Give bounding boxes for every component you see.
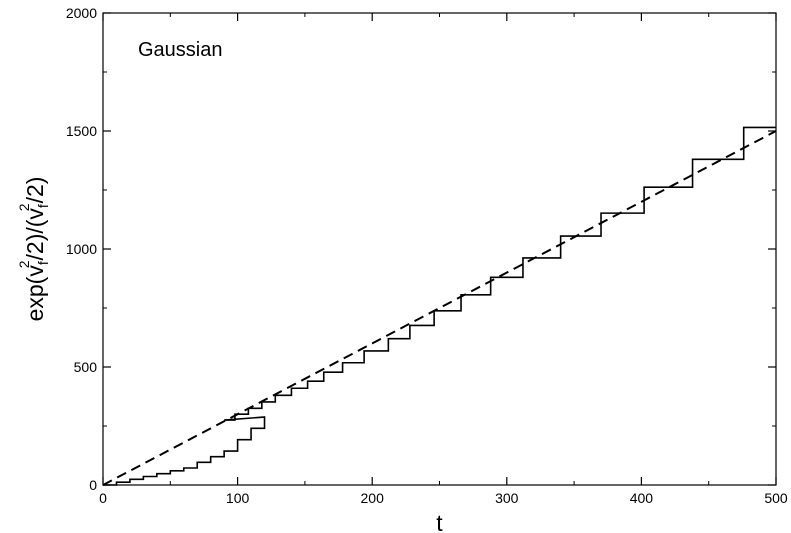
x-tick-label: 400 bbox=[630, 490, 654, 506]
axis-ticks bbox=[102, 12, 777, 486]
y-axis-title-sup1: 2 bbox=[16, 260, 32, 268]
series-line-dashed bbox=[102, 130, 777, 486]
x-tick-label: 100 bbox=[226, 490, 250, 506]
x-tick-label: 0 bbox=[99, 490, 107, 506]
y-tick-label: 1000 bbox=[66, 241, 97, 257]
x-tick-label: 500 bbox=[764, 490, 788, 506]
y-tick-label: 500 bbox=[74, 359, 98, 375]
y-axis-title-sub1: f bbox=[35, 261, 51, 265]
x-axis-title: t bbox=[436, 510, 443, 533]
y-axis-title-pre: exp(v bbox=[22, 265, 48, 322]
y-axis-title-mid: /2)/(v bbox=[22, 208, 48, 261]
y-axis-title-sup2: 2 bbox=[16, 203, 32, 211]
y-tick-label: 1500 bbox=[66, 123, 97, 139]
x-tick-label: 300 bbox=[495, 490, 519, 506]
series-group bbox=[102, 126, 777, 486]
y-axis-title-post: /2) bbox=[22, 177, 48, 204]
y-axis-title-sub2: f bbox=[35, 204, 51, 208]
axis-tick-labels: 0 100 200 300 400 500 0 500 1000 1500 2000 bbox=[66, 5, 788, 506]
x-tick-label: 200 bbox=[361, 490, 385, 506]
annotation-gaussian: Gaussian bbox=[138, 39, 223, 61]
y-tick-label: 2000 bbox=[66, 5, 97, 21]
y-tick-label: 0 bbox=[89, 477, 97, 493]
plot-frame bbox=[102, 12, 777, 486]
y-axis-title: exp(vf2/2)/(vf2/2) bbox=[16, 177, 51, 322]
